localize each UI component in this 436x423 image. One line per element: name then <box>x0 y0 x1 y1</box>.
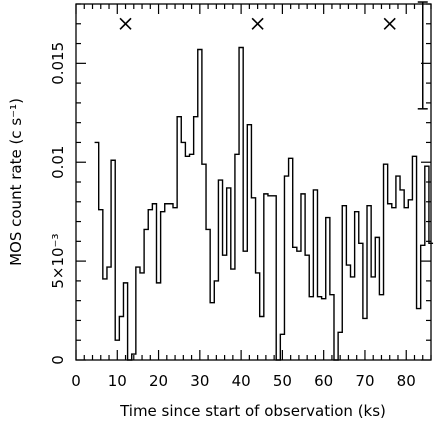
x-tick-label: 0 <box>71 372 81 390</box>
cross-stroke <box>251 17 264 30</box>
x-tick-label: 20 <box>149 372 168 390</box>
y-axis-label: MOS count rate (c s⁻¹) <box>7 98 25 266</box>
y-tick-label: 0 <box>49 355 67 365</box>
plot-frame <box>75 3 432 361</box>
cross-marker <box>251 17 264 30</box>
x-axis-label: Time since start of observation (ks) <box>119 402 386 420</box>
error-bar-layer <box>417 1 428 110</box>
x-tick-label: 10 <box>108 372 127 390</box>
x-tick-label: 80 <box>397 372 416 390</box>
cross-marker <box>383 17 396 30</box>
series-layer <box>94 46 434 361</box>
cross-stroke <box>383 17 396 30</box>
x-tick-label: 40 <box>232 372 251 390</box>
x-tick-label: 30 <box>190 372 209 390</box>
y-tick-label: 0.015 <box>49 42 67 85</box>
cross-stroke <box>119 17 132 30</box>
axis-ticks <box>75 3 432 361</box>
x-tick-label: 60 <box>314 372 333 390</box>
series-line <box>94 46 434 361</box>
cross-marker <box>119 17 132 30</box>
marker-layer <box>119 17 396 30</box>
tick-labels: 0 10 20 30 40 50 60 70 80 0 5×10⁻³ 0.01 0.015 <box>49 42 416 390</box>
x-tick-label: 50 <box>273 372 292 390</box>
x-tick-label: 70 <box>355 372 374 390</box>
y-tick-label: 5×10⁻³ <box>49 234 67 289</box>
y-tick-label: 0.01 <box>49 146 67 179</box>
